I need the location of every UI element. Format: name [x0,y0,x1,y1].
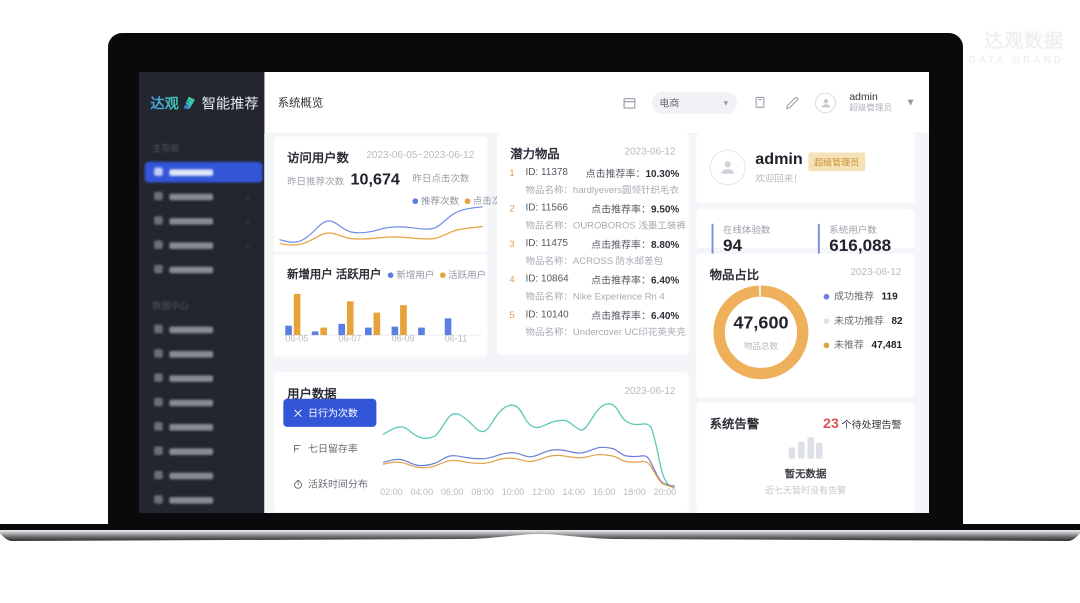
svg-text:06-07: 06-07 [338,334,361,342]
svg-text:18:00: 18:00 [623,487,646,497]
svg-text:14:00: 14:00 [562,487,585,497]
svg-text:08:00: 08:00 [471,487,494,497]
svg-text:06-11: 06-11 [445,334,467,342]
svg-text:06-05: 06-05 [285,334,308,342]
svg-text:12:00: 12:00 [532,487,555,497]
svg-text:02:00: 02:00 [380,487,403,497]
svg-text:16:00: 16:00 [593,487,616,497]
svg-text:06:00: 06:00 [441,487,464,497]
svg-text:06-09: 06-09 [392,334,415,342]
svg-text:04:00: 04:00 [411,487,434,497]
svg-text:10:00: 10:00 [502,487,525,497]
svg-text:20:00: 20:00 [654,487,677,497]
